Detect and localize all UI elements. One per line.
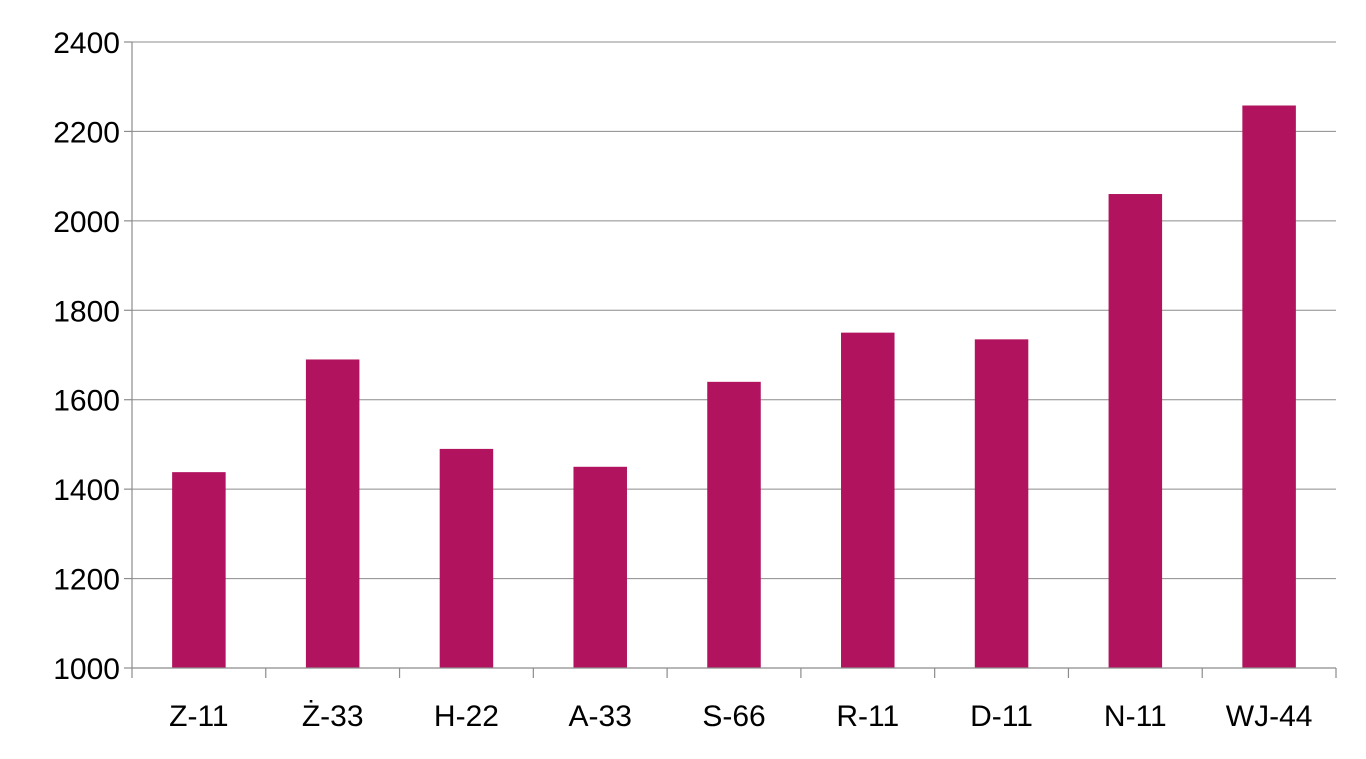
- x-category-label: D-11: [970, 700, 1033, 733]
- bars: [172, 105, 1296, 669]
- bar-S-66: [707, 381, 761, 668]
- y-tick-label: 2400: [53, 27, 120, 60]
- y-tick-label: 2000: [53, 206, 120, 239]
- x-category-label: R-11: [836, 700, 899, 733]
- bar-Z-11: [172, 472, 226, 668]
- bar-WJ-44: [1242, 105, 1296, 669]
- y-tick-label: 1400: [53, 474, 120, 507]
- bar-H-22: [439, 448, 494, 668]
- bar-R-11: [841, 332, 895, 668]
- y-tick-label: 1000: [53, 653, 120, 686]
- bar-Ż-33: [305, 359, 360, 668]
- x-category-label: H-22: [434, 700, 499, 733]
- y-tick-label: 2200: [53, 116, 120, 149]
- x-category-label: N-11: [1104, 700, 1167, 733]
- x-category-label: A-33: [569, 700, 632, 733]
- y-tick-label: 1200: [53, 564, 120, 597]
- axes: [124, 41, 1337, 678]
- y-tick-label: 1600: [53, 385, 120, 418]
- x-category-label: WJ-44: [1226, 700, 1313, 733]
- y-axis-tick-labels: 1000 1200 1400 1600 1800 2000 2200 2400: [53, 27, 120, 686]
- bar-N-11: [1108, 194, 1163, 668]
- x-category-label: Ż-33: [302, 700, 364, 733]
- bar-A-33: [573, 466, 627, 668]
- x-axis-category-labels: Z-11 Ż-33 H-22 A-33 S-66 R-11 D-11 N-11 WJ-44: [169, 700, 1312, 733]
- y-tick-label: 1800: [53, 295, 120, 328]
- x-category-label: S-66: [702, 700, 765, 733]
- x-category-label: Z-11: [169, 700, 228, 733]
- bar-D-11: [974, 339, 1029, 668]
